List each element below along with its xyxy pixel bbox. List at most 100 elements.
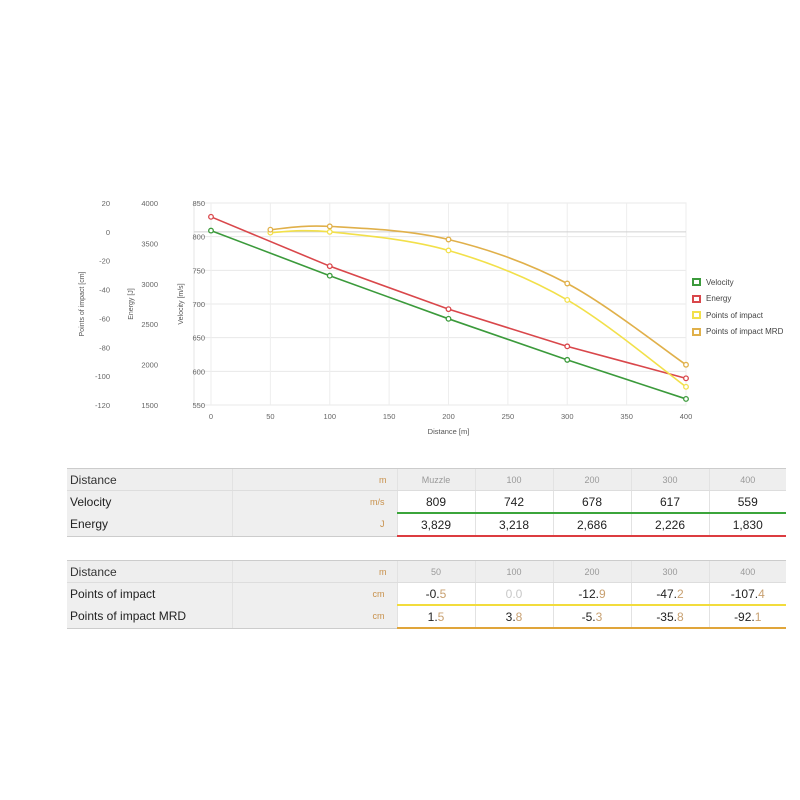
value-main: -92.	[734, 609, 755, 624]
x-tick-label: 250	[502, 412, 515, 421]
header-column: 200	[552, 468, 631, 491]
row-value: 3,829	[396, 513, 475, 537]
energy-tick-label: 3500	[141, 239, 158, 248]
x-axis-label: Distance [m]	[428, 427, 470, 436]
legend-swatch	[692, 278, 701, 287]
legend-item-points-of-impact[interactable]: Points of impact	[692, 307, 783, 324]
points-of-impact-point	[564, 297, 571, 303]
value-main: 1.	[427, 609, 438, 624]
row-value: -92.1	[708, 605, 786, 629]
poi-tick-label: -40	[99, 286, 110, 295]
poi-tick-label: -80	[99, 343, 110, 352]
value-decimal: 1	[754, 609, 762, 624]
value-decimal: 8	[677, 609, 684, 624]
value-main: 1,830	[732, 517, 763, 532]
velocity-tick-label: 550	[192, 401, 205, 410]
points-of-impact-mrd-point	[326, 223, 333, 230]
x-tick-label: 300	[561, 412, 574, 421]
poi-tick-label: -100	[95, 372, 110, 381]
energy-axis-label: Energy [J]	[128, 288, 135, 320]
row-value: -0.5	[396, 582, 475, 606]
points-of-impact-mrd-series-line	[270, 225, 687, 366]
value-main: 3,829	[420, 517, 452, 532]
header-column: 400	[708, 560, 786, 583]
header-column: 300	[630, 468, 709, 491]
header-column: 400	[708, 468, 786, 491]
points-of-impact-mrd-point	[267, 226, 274, 233]
points-of-impact-mrd-point	[445, 236, 452, 243]
row-label: Velocity	[67, 490, 232, 513]
legend-label: Points of impact MRD	[706, 327, 784, 337]
table-row: Energy J 3,829 3,218 2,686 2,226 1,830	[67, 513, 786, 537]
velocity-point	[445, 315, 452, 322]
value-main: 742	[503, 494, 525, 509]
energy-tick-label: 4000	[141, 199, 158, 208]
row-value: -47.2	[630, 582, 709, 606]
legend-label: Energy	[706, 294, 732, 304]
legend-label: Velocity	[706, 277, 734, 287]
x-tick-label: 150	[383, 412, 396, 421]
table-row: Velocity m/s 809 742 678 617 559	[67, 490, 786, 514]
header-unit: m	[231, 560, 397, 583]
row-value: 1,830	[708, 513, 786, 537]
value-decimal: 3	[595, 609, 603, 624]
value-decimal: 5	[439, 586, 447, 601]
row-label: Energy	[67, 513, 232, 537]
velocity-tick-label: 800	[192, 233, 205, 242]
velocity-point	[326, 272, 333, 279]
energy-tick-label: 3000	[141, 280, 158, 289]
header-unit: m	[231, 468, 397, 491]
energy-point	[326, 263, 333, 270]
poi-tick-label: -120	[95, 401, 110, 410]
value-main: -12.	[578, 586, 599, 601]
row-value: 3,218	[474, 513, 553, 537]
velocity-tick-label: 750	[192, 266, 205, 275]
header-column: 200	[552, 560, 631, 583]
row-value: -35.8	[630, 605, 709, 629]
value-main: -0.	[425, 586, 440, 601]
row-value: 1.5	[396, 605, 475, 629]
legend-item-points-of-impact-mrd[interactable]: Points of impact MRD	[692, 324, 783, 341]
row-value: -107.4	[708, 582, 786, 606]
table-header-row: Distance m Muzzle 100 200 300 400	[67, 468, 786, 491]
velocity-tick-label: 600	[192, 367, 205, 376]
energy-point	[564, 343, 571, 350]
row-value: 2,686	[552, 513, 631, 537]
row-value: 3.8	[474, 605, 553, 629]
poi-axis-label: Points of impact [cm]	[79, 271, 86, 336]
value-main: -35.	[656, 609, 677, 624]
table-row: Points of impact cm -0.5 0.0 -12.9 -47.2 -107.…	[67, 582, 786, 606]
poi-tick-label: 0	[106, 228, 110, 237]
value-main: 2,686	[576, 517, 608, 532]
row-value: 2,226	[630, 513, 709, 537]
header-column: 300	[630, 560, 709, 583]
header-column: 100	[474, 560, 553, 583]
velocity-tick-label: 700	[192, 300, 205, 309]
value-main: 3.	[505, 609, 516, 624]
header-label: Distance	[67, 468, 232, 491]
legend-item-velocity[interactable]: Velocity	[692, 274, 783, 291]
row-value: 559	[708, 490, 786, 514]
legend-swatch	[692, 327, 701, 336]
row-value: 678	[552, 490, 631, 514]
row-label: Points of impact	[67, 582, 232, 605]
value-main: 2,226	[654, 517, 686, 532]
legend-item-energy[interactable]: Energy	[692, 291, 783, 308]
value-decimal: 8	[515, 609, 523, 624]
x-tick-label: 200	[442, 412, 455, 421]
header-column: 100	[474, 468, 553, 491]
row-unit: m/s	[231, 490, 397, 513]
velocity-point	[564, 356, 571, 363]
velocity-point	[208, 227, 214, 234]
x-tick-label: 0	[209, 412, 213, 421]
value-main: -107.	[730, 586, 759, 601]
energy-point	[683, 375, 689, 382]
value-main: 809	[425, 494, 447, 509]
value-main: 678	[581, 494, 603, 509]
value-main: 559	[737, 494, 758, 509]
value-main: 617	[659, 494, 681, 509]
row-value: -5.3	[552, 605, 631, 629]
points-of-impact-point	[445, 247, 452, 254]
points-of-impact-table: Distance m 50 100 200 300 400 Points of impact c…	[67, 560, 786, 629]
